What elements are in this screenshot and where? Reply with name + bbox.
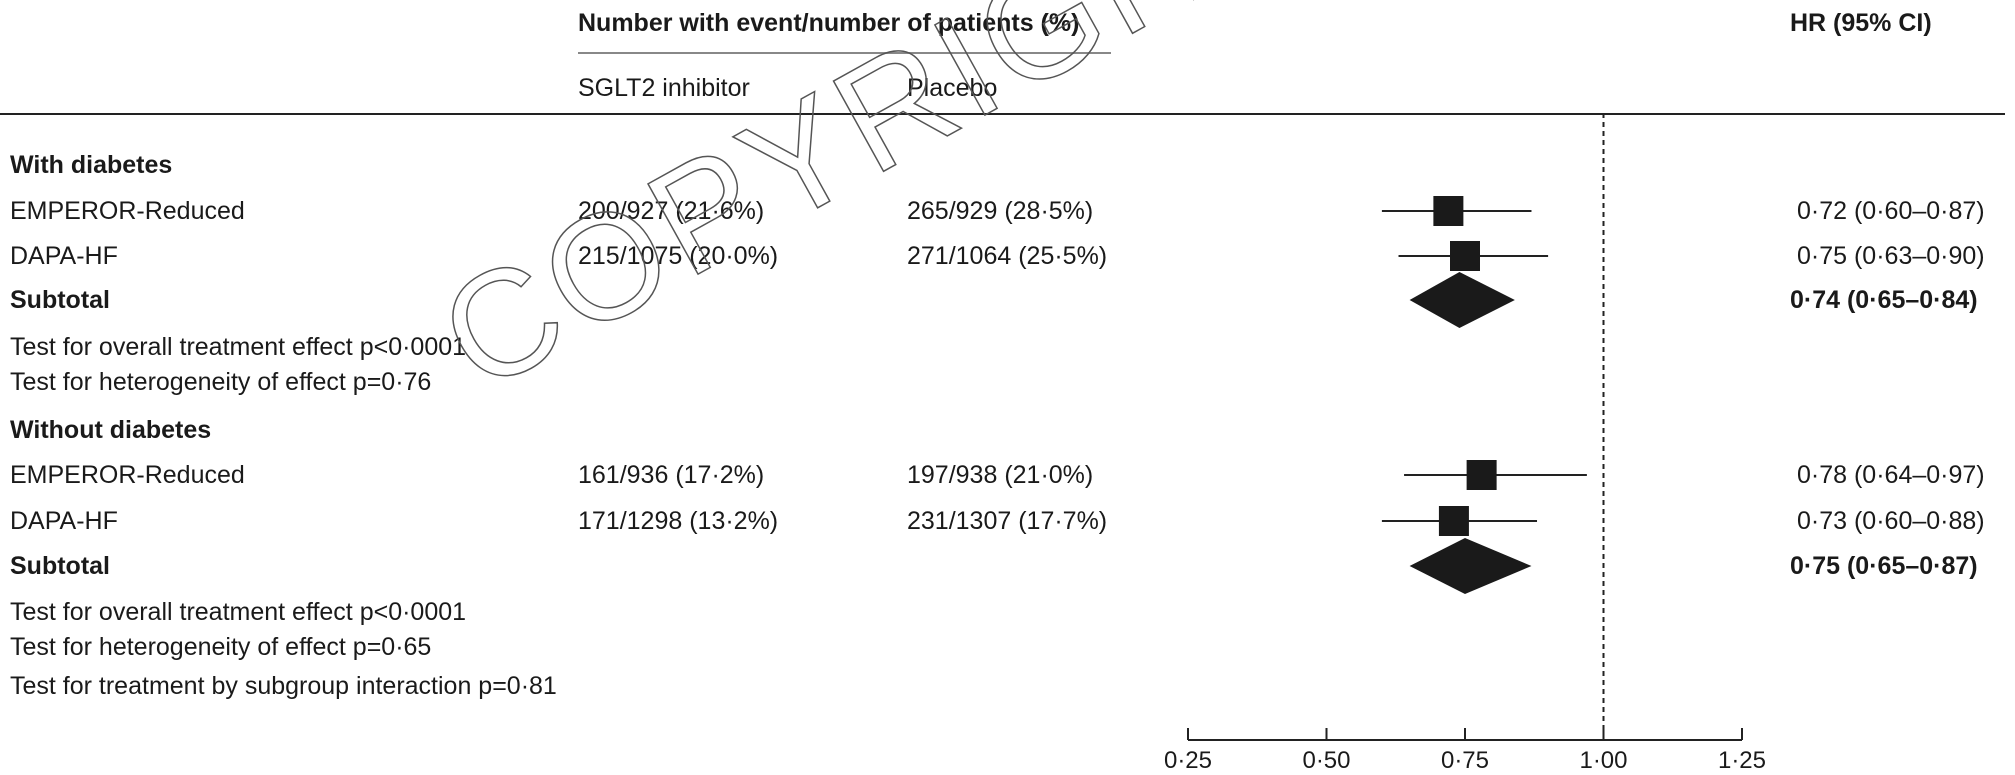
- study-label: EMPEROR-Reduced: [10, 197, 245, 225]
- test-text: Test for heterogeneity of effect p=0·76: [10, 368, 432, 396]
- test-text: Test for overall treatment effect p<0·00…: [10, 333, 467, 361]
- placebo-count: 271/1064 (25·5%): [907, 242, 1108, 270]
- watermark-text: COPYRIGHT: [440, 0, 1323, 423]
- placebo-count: 231/1307 (17·7%): [907, 507, 1108, 535]
- hr-text: 0·72 (0·60–0·87): [1797, 197, 1985, 225]
- test-text: Test for treatment by subgroup interacti…: [10, 672, 557, 700]
- hr-text: 0·73 (0·60–0·88): [1797, 507, 1985, 535]
- test-text: Test for heterogeneity of effect p=0·65: [10, 633, 432, 661]
- header-group-underline: [578, 52, 1111, 54]
- subtotal-diamond: [1409, 538, 1532, 594]
- copyright-watermark: COPYRIGHT: [440, 0, 1323, 424]
- point-estimate-square: [1438, 506, 1469, 536]
- sglt2-count: 215/1075 (20·0%): [578, 242, 779, 270]
- subtotal-hr-text: 0·75 (0·65–0·87): [1790, 552, 1978, 580]
- sglt2-count: 161/936 (17·2%): [578, 461, 765, 489]
- x-tick-label: 1·00: [1579, 747, 1627, 774]
- sglt2-count: 171/1298 (13·2%): [578, 507, 779, 535]
- group-title-with-diabetes: With diabetes: [10, 151, 173, 179]
- hr-text: 0·78 (0·64–0·97): [1797, 461, 1985, 489]
- test-text: Test for overall treatment effect p<0·00…: [10, 598, 467, 626]
- header-col-sglt2: SGLT2 inhibitor: [578, 74, 750, 102]
- study-label: DAPA-HF: [10, 507, 118, 535]
- header-col-hr: HR (95% CI): [1790, 9, 1932, 37]
- hr-text: 0·75 (0·63–0·90): [1797, 242, 1985, 270]
- point-estimate-square: [1433, 196, 1464, 226]
- point-estimate-square: [1450, 241, 1480, 271]
- x-tick-label: 0·50: [1302, 747, 1350, 774]
- header-col-placebo: Placebo: [907, 74, 998, 102]
- subtotal-diamond: [1409, 272, 1515, 328]
- group-title-without-diabetes: Without diabetes: [10, 416, 212, 444]
- point-estimate-square: [1466, 460, 1497, 490]
- x-tick-label: 1·25: [1718, 747, 1766, 774]
- placebo-count: 265/929 (28·5%): [907, 197, 1094, 225]
- study-label: EMPEROR-Reduced: [10, 461, 245, 489]
- subtotal-label: Subtotal: [10, 552, 110, 580]
- subtotal-label: Subtotal: [10, 286, 110, 314]
- x-tick-label: 0·25: [1164, 747, 1212, 774]
- study-label: DAPA-HF: [10, 242, 118, 270]
- placebo-count: 197/938 (21·0%): [907, 461, 1094, 489]
- header-rule: [0, 113, 2005, 115]
- subtotal-hr-text: 0·74 (0·65–0·84): [1790, 286, 1978, 314]
- header-group-title: Number with event/number of patients (%): [578, 9, 1080, 37]
- x-tick-label: 0·75: [1441, 747, 1489, 774]
- sglt2-count: 200/927 (21·6%): [578, 197, 765, 225]
